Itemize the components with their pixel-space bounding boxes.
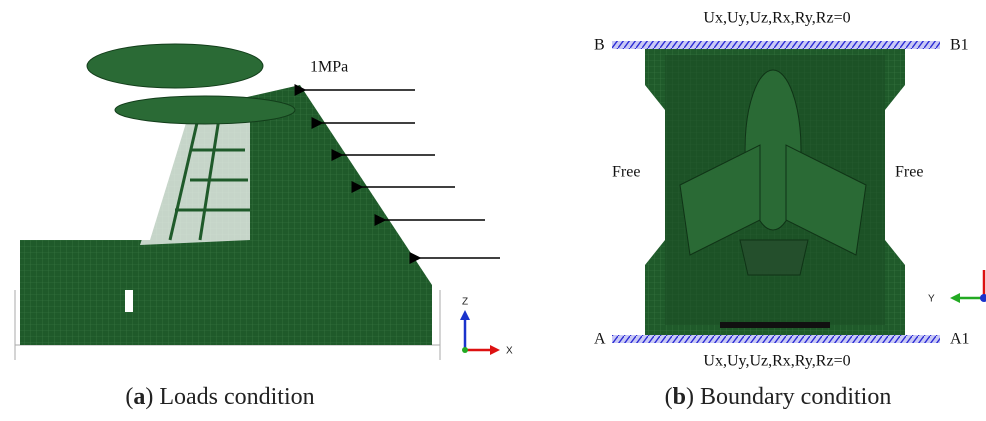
top-constraint: Ux,Uy,Uz,Rx,Ry,Rz=0 [703,10,850,27]
axis-z: Z [462,297,468,308]
corner-b1: B1 [950,37,969,54]
caption-suffix: ) Loads condition [145,384,314,410]
panel-a-model [15,44,440,360]
axis-x: X [506,346,513,357]
fixed-boundary-bottom [612,335,940,343]
axis-triad-a [460,310,500,355]
panel-b-model [645,48,905,335]
axis-y: Y [928,294,935,305]
caption-b: (b) Boundary condition [665,384,892,410]
side-left: Free [612,164,640,181]
corner-a: A [594,331,606,348]
corner-b: B [594,37,605,54]
caption-a: (a) Loads condition [125,384,314,410]
bottom-constraint: Ux,Uy,Uz,Rx,Ry,Rz=0 [703,353,850,370]
caption-suffix: ) Boundary condition [686,384,891,410]
side-right: Free [895,164,923,181]
caption-label: a [133,384,145,410]
corner-a1: A1 [950,331,970,348]
caption-prefix: ( [665,384,673,410]
axis-triad-b [950,270,986,303]
fixed-boundary-top [612,41,940,49]
caption-label: b [673,384,686,410]
page: 1MPa Z X (a) Loads condition Ux,Uy,Uz,Rx… [0,0,986,416]
load-label: 1MPa [310,59,348,76]
figure: 1MPa Z X (a) Loads condition Ux,Uy,Uz,Rx… [0,0,986,416]
caption-prefix: ( [125,384,133,410]
